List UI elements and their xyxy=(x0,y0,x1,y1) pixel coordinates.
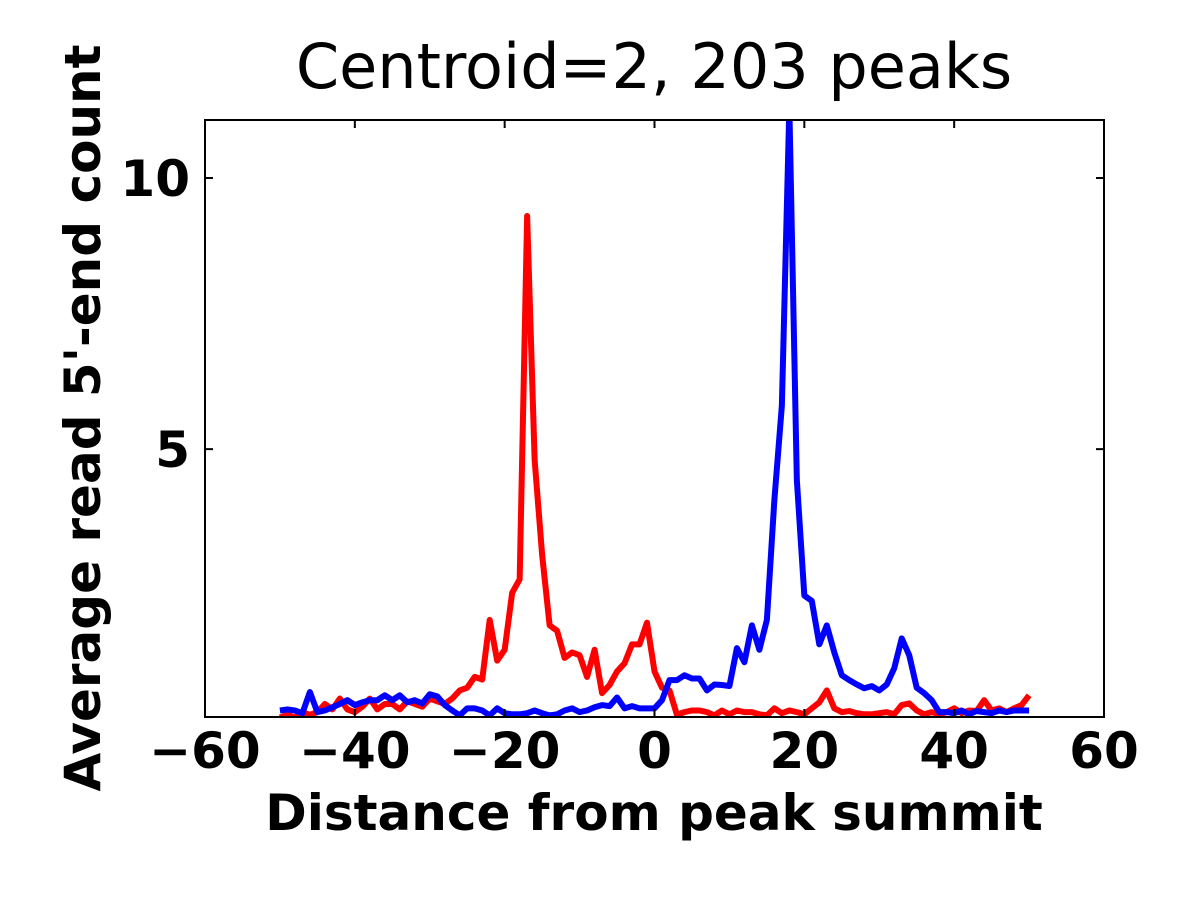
x-tick-label: −20 xyxy=(449,722,560,780)
x-tick-label: 60 xyxy=(1069,722,1139,780)
y-tick-label: 5 xyxy=(155,421,190,479)
x-tick-label: −40 xyxy=(299,722,410,780)
x-tick-label: 20 xyxy=(770,722,840,780)
data-line xyxy=(278,212,1032,717)
x-tick-label: 0 xyxy=(637,722,672,780)
x-tick-label: −60 xyxy=(149,722,260,780)
plot-frame xyxy=(204,119,1105,718)
plot-area xyxy=(278,120,1032,717)
y-axis-label: Average read 5'-end count xyxy=(54,44,112,791)
x-tick-label: 40 xyxy=(919,722,989,780)
x-axis-label: Distance from peak summit xyxy=(265,784,1043,842)
chart-title: Centroid=2, 203 peaks xyxy=(296,30,1012,103)
data-line xyxy=(279,120,1030,717)
y-tick-label: 10 xyxy=(120,150,190,208)
